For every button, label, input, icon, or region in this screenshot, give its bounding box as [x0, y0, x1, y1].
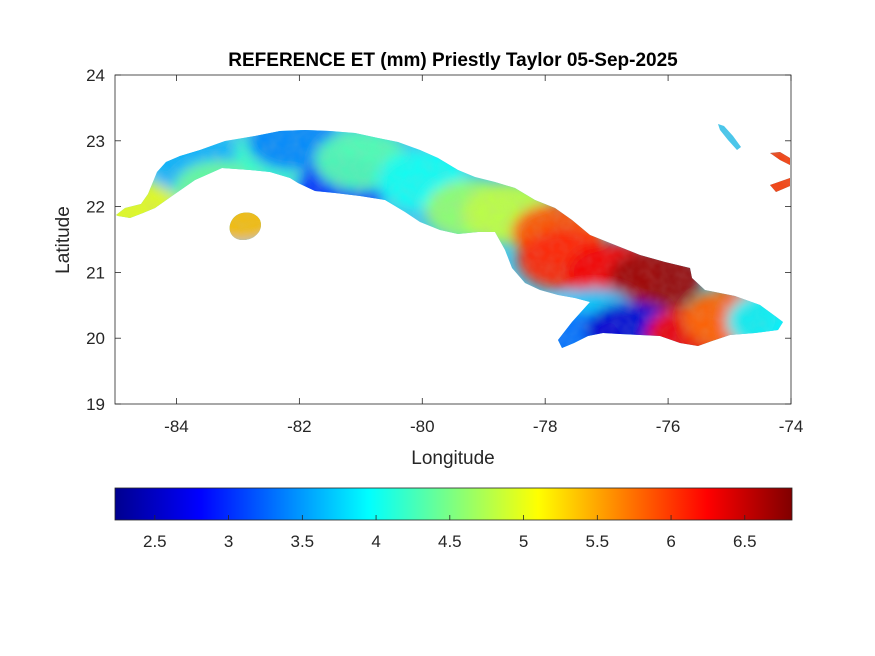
- x-tick-label: -84: [164, 417, 189, 436]
- y-tick-label: 22: [86, 198, 105, 217]
- y-tick-label: 23: [86, 132, 105, 151]
- colorbar-tick-label: 6: [666, 532, 675, 551]
- x-axis-label: Longitude: [411, 448, 494, 469]
- colorbar-tick-label: 5: [519, 532, 528, 551]
- y-axis: 19 20 21 22 23 24: [86, 66, 791, 414]
- y-tick-label: 21: [86, 263, 105, 282]
- chart-title: REFERENCE ET (mm) Priestly Taylor 05-Sep…: [228, 50, 678, 71]
- y-tick-label: 20: [86, 329, 105, 348]
- colorbar-tick-label: 4.5: [438, 532, 462, 551]
- plot-area: [115, 75, 791, 404]
- colorbar-tick-label: 4: [371, 532, 380, 551]
- y-tick-label: 19: [86, 395, 105, 414]
- x-tick-label: -82: [287, 417, 312, 436]
- colorbar-ticks: 2.5 3 3.5 4 4.5 5 5.5 6 6.5: [143, 515, 757, 551]
- x-axis: -84 -82 -80 -78 -76 -74: [164, 75, 803, 436]
- colorbar-tick-label: 6.5: [733, 532, 757, 551]
- colorbar-tick-label: 5.5: [585, 532, 609, 551]
- x-tick-label: -78: [533, 417, 558, 436]
- colorbar: [114, 487, 793, 521]
- x-tick-label: -76: [656, 417, 681, 436]
- y-tick-label: 24: [86, 66, 105, 85]
- y-axis-label: Latitude: [53, 206, 74, 274]
- x-tick-label: -80: [410, 417, 435, 436]
- x-tick-label: -74: [779, 417, 804, 436]
- axes-box: [114, 74, 792, 405]
- colorbar-tick-label: 3.5: [290, 532, 314, 551]
- colorbar-tick-label: 3: [224, 532, 233, 551]
- colorbar-tick-label: 2.5: [143, 532, 167, 551]
